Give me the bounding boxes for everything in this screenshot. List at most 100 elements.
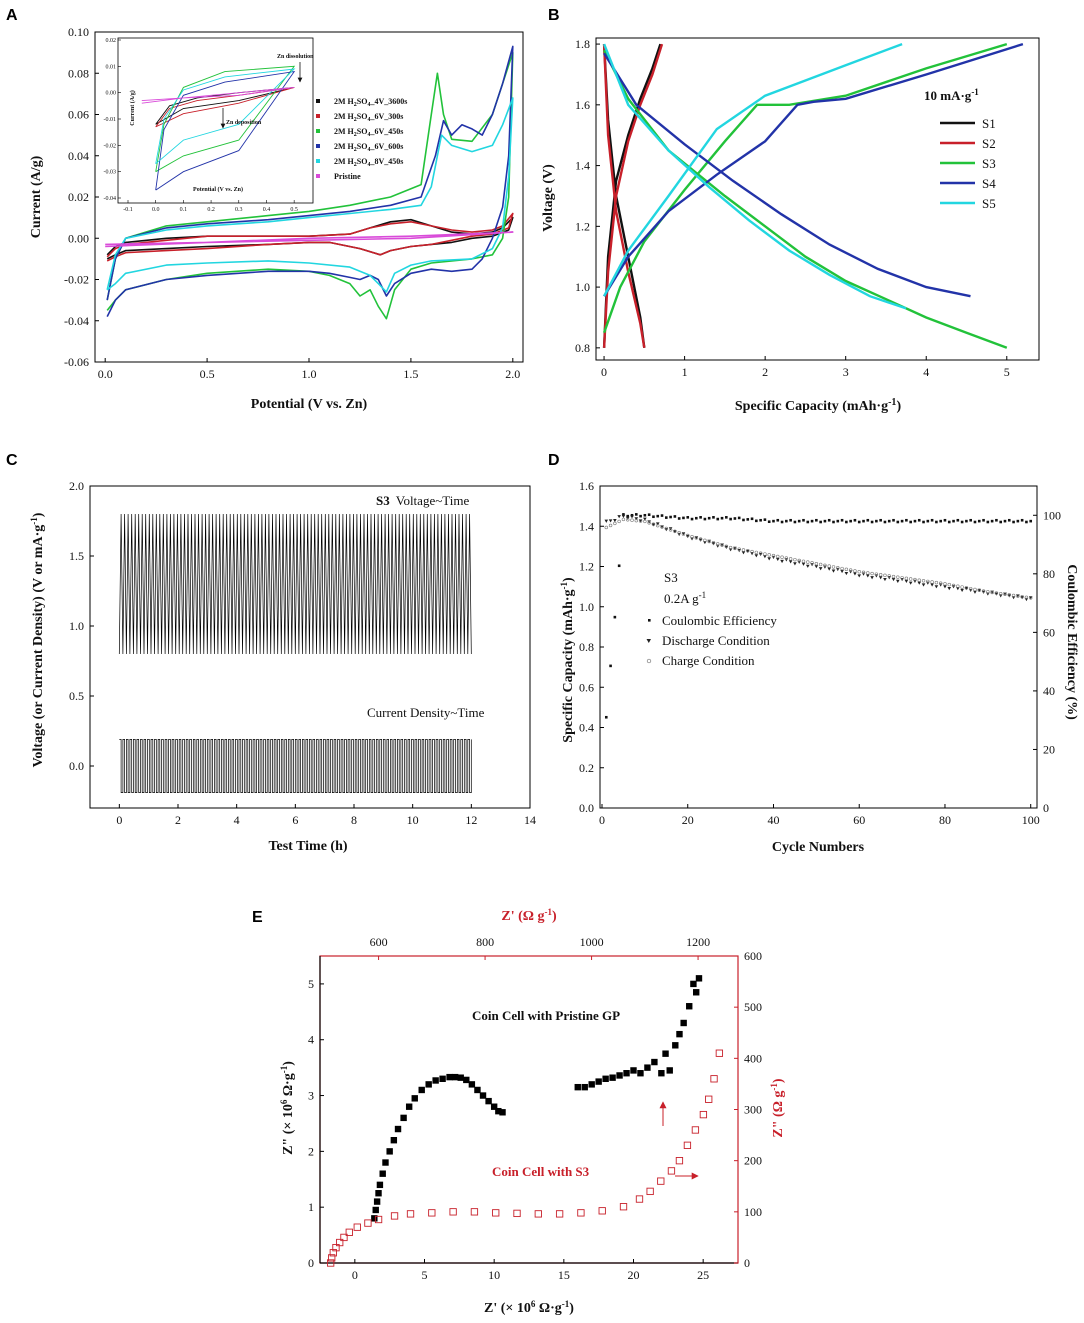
panel-d-point-discharge <box>608 519 613 523</box>
panel-d-point-charge <box>733 546 737 551</box>
panel-d-point-coulombic <box>647 513 651 516</box>
panel-c-xlabel: Test Time (h) <box>268 839 347 854</box>
panel-d-point-coulombic <box>896 520 900 524</box>
panel-d-ytick-label: 0.6 <box>579 680 594 694</box>
panel-d-point-discharge <box>613 519 617 523</box>
panel-d-point-coulombic <box>793 520 797 524</box>
panel-d-point-discharge <box>793 562 797 566</box>
panel-d-point-coulombic <box>999 520 1003 524</box>
legend-text: _6V_450s <box>369 127 403 136</box>
panel-d-point-coulombic <box>827 518 831 522</box>
panel-e-point-pristine <box>425 1081 432 1088</box>
panel-d-ytick-label: 0.0 <box>579 801 594 815</box>
panel-d-point-coulombic <box>1016 519 1020 523</box>
panel-e-point-pristine <box>616 1072 623 1079</box>
panel-d-point-charge <box>677 530 681 535</box>
panel-e-point-pristine <box>651 1058 658 1066</box>
panel-d-point-charge <box>806 560 810 564</box>
panel-a-legend-entry: 2M H2SO4_8V_450s <box>334 157 403 168</box>
panel-d-point-coulombic <box>909 520 912 524</box>
panel-d-point-discharge <box>805 564 810 568</box>
panel-c-xtick-label: 0 <box>116 813 122 827</box>
panel-d-y2tick-label: 0 <box>1043 801 1049 815</box>
panel-d-point-coulombic <box>1012 520 1015 524</box>
panel-a-inset-note-dissolution: Zn dissolution <box>277 54 314 60</box>
panel-a-inset-curve-4 <box>155 68 296 165</box>
panel-d-point-charge <box>934 580 939 585</box>
panel-d-point-discharge <box>960 588 964 593</box>
panel-d-point-coulombic <box>686 516 690 519</box>
panel-d-ytick-label: 0.4 <box>579 721 594 735</box>
panel-d-point-coulombic <box>802 518 805 522</box>
legend-text: SO <box>357 142 368 151</box>
panel-e-label-s3: Coin Cell with S3 <box>492 1164 590 1179</box>
panel-d-point-discharge <box>630 515 634 519</box>
panel-d-y2tick-label: 100 <box>1043 508 1061 522</box>
panel-b-ytick-label: 1.6 <box>575 98 590 112</box>
panel-d-point-charge <box>604 525 608 530</box>
panel-d-point-charge <box>883 573 887 578</box>
panel-d-point-charge <box>737 547 741 551</box>
panel-d-point-charge <box>956 584 960 588</box>
panel-d-point-charge <box>1003 592 1007 596</box>
panel-e-point-pristine <box>451 1073 459 1081</box>
panel-d-point-discharge <box>956 587 960 591</box>
panel-d-point-charge <box>891 574 896 579</box>
panel-e-x2tick-label: 1000 <box>580 935 604 949</box>
panel-e-ytick-label: 4 <box>308 1033 314 1047</box>
panel-d-point-discharge <box>767 557 771 561</box>
panel-d-point-charge <box>908 577 913 581</box>
panel-d-point-charge <box>840 566 844 571</box>
panel-d-point-charge <box>801 559 806 563</box>
panel-d-point-charge <box>913 577 917 582</box>
panel-d-legend-entry: Charge Condition <box>662 653 755 668</box>
panel-d-point-discharge <box>921 583 926 587</box>
panel-d-point-charge <box>818 562 823 567</box>
panel-e-point-pristine <box>662 1050 669 1057</box>
panel-e-point-pristine <box>400 1114 407 1122</box>
panel-b-series-S5-discharge <box>602 43 907 310</box>
panel-d-ytick-label: 0.8 <box>579 640 594 654</box>
panel-d-point-charge <box>716 542 720 546</box>
legend-text: SO <box>357 112 368 121</box>
panel-d-point-discharge <box>934 585 939 589</box>
panel-b-legend-title: 10 mA·g-1 <box>924 87 979 103</box>
panel-b: B 0.8 1.0 1.2 1.4 1.6 1.8 0 1 2 3 4 5 Specific Cap… <box>541 7 1040 414</box>
panel-d-point-coulombic <box>960 520 964 524</box>
panel-e-x2tick-label: 1200 <box>686 935 710 949</box>
panel-e-y2tick-label: 500 <box>744 1000 762 1014</box>
panel-d-point-coulombic <box>634 513 638 516</box>
panel-e-ytick-label: 3 <box>308 1089 314 1103</box>
panel-a-legend-marker <box>316 129 320 133</box>
panel-a-legend-entry: Pristine <box>334 172 361 181</box>
panel-d-legend: Coulombic Efficiency Discharge Condition C… <box>646 613 777 668</box>
panel-a-inset-xtick-label: 0.0 <box>152 207 160 213</box>
panel-e: E 0 1 2 3 4 5 0 5 10 15 20 25 600 800 1000 1200 0 100 2… <box>252 907 786 1316</box>
panel-e-point-pristine <box>405 1103 413 1110</box>
panel-d-point-coulombic <box>604 715 608 719</box>
panel-d-xtick-label: 100 <box>1022 813 1040 827</box>
panel-e-x2tick-label: 800 <box>476 935 494 949</box>
panel-d-point-charge <box>686 533 690 538</box>
panel-d-point-charge <box>921 579 926 583</box>
panel-e-xtick-label: 0 <box>352 1268 358 1282</box>
panel-d-point-coulombic <box>1003 519 1007 523</box>
panel-a-ytick-label: 0.00 <box>68 231 89 245</box>
panel-d-point-discharge <box>1007 594 1012 598</box>
panel-d-point-charge <box>973 587 977 592</box>
panel-e-point-s3 <box>336 1238 344 1247</box>
panel-d-point-coulombic <box>716 517 720 521</box>
panel-d-point-charge <box>788 557 793 561</box>
panel-d-point-charge <box>664 526 669 531</box>
panel-b-ytick-label: 1.2 <box>575 219 590 233</box>
panel-e-point-s3 <box>635 1195 644 1203</box>
panel-d-point-coulombic <box>840 518 844 522</box>
panel-e-point-s3 <box>646 1187 654 1196</box>
legend-text: SO <box>357 97 368 106</box>
panel-d-legend-subtitle: 0.2A g-1 <box>664 590 706 606</box>
panel-d-point-charge <box>878 573 883 577</box>
panel-e-point-pristine <box>375 1190 382 1197</box>
panel-d-point-charge <box>887 574 891 578</box>
panel-b-ylabel: Voltage (V) <box>541 164 556 232</box>
panel-d-point-coulombic <box>639 514 642 518</box>
